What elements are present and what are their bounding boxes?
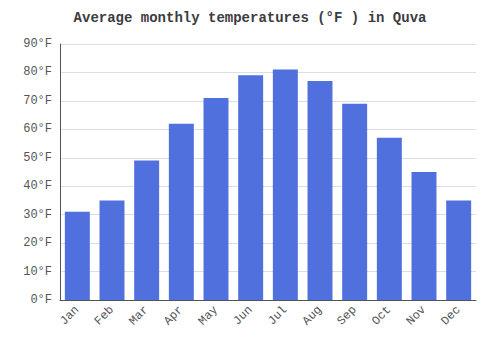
svg-text:Jan: Jan — [57, 303, 82, 328]
svg-text:Jun: Jun — [230, 303, 255, 328]
svg-text:May: May — [196, 303, 221, 328]
svg-text:40°F: 40°F — [23, 179, 52, 193]
svg-text:50°F: 50°F — [23, 151, 52, 165]
svg-text:70°F: 70°F — [23, 94, 52, 108]
svg-text:Nov: Nov — [404, 303, 429, 328]
svg-text:0°F: 0°F — [30, 293, 52, 307]
svg-text:10°F: 10°F — [23, 265, 52, 279]
svg-text:Average monthly temperatures (: Average monthly temperatures (°F ) in Qu… — [74, 10, 427, 26]
svg-text:20°F: 20°F — [23, 236, 52, 250]
svg-text:Apr: Apr — [161, 303, 186, 328]
svg-text:80°F: 80°F — [23, 65, 52, 79]
svg-text:Sep: Sep — [334, 303, 359, 328]
svg-text:Aug: Aug — [300, 303, 325, 328]
svg-text:30°F: 30°F — [23, 208, 52, 222]
svg-text:Feb: Feb — [92, 303, 117, 328]
svg-text:90°F: 90°F — [23, 37, 52, 51]
svg-text:60°F: 60°F — [23, 122, 52, 136]
svg-text:Dec: Dec — [438, 303, 463, 328]
svg-text:Oct: Oct — [369, 303, 394, 328]
svg-text:Jul: Jul — [265, 303, 290, 328]
svg-text:Mar: Mar — [126, 303, 151, 328]
